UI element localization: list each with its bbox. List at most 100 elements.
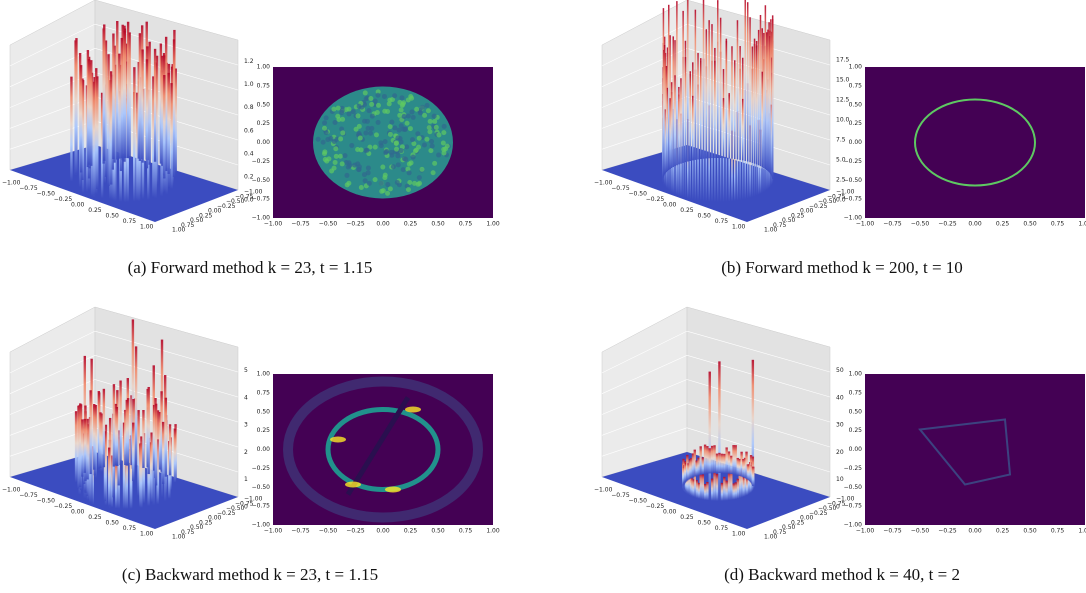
surface-column	[118, 54, 120, 159]
surface-column	[734, 60, 736, 159]
surface-column	[752, 467, 754, 486]
surface-column	[690, 71, 692, 161]
heat-noise	[410, 137, 415, 142]
surface-column	[80, 65, 82, 172]
x-tick-label: −0.25	[54, 503, 73, 510]
heat-noise	[378, 140, 383, 145]
surface-column	[713, 471, 715, 500]
heat-noise	[347, 163, 352, 168]
surface-column	[723, 98, 725, 158]
surface-column	[711, 24, 713, 158]
x-tick-label: −1.00	[594, 180, 613, 187]
heat-y-tick: 0.25	[257, 120, 271, 127]
surface-column	[721, 454, 723, 473]
heat-noise	[375, 93, 380, 98]
heat-x-tick: −1.00	[264, 221, 283, 228]
heat-spot	[345, 482, 361, 488]
z-tick-label: 7.5	[836, 137, 846, 144]
heat-noise	[336, 117, 341, 122]
heat-noise	[351, 109, 356, 114]
surface-column	[761, 72, 763, 167]
heat-x-tick: 0.00	[376, 528, 390, 535]
x-tick-label: 0.75	[123, 218, 137, 225]
surface-column	[749, 17, 751, 162]
heat-noise	[415, 131, 420, 136]
heat-noise	[389, 150, 394, 155]
surface-column	[126, 400, 128, 466]
heat-noise	[362, 119, 367, 124]
heat-noise	[408, 126, 413, 131]
surface-column	[758, 30, 760, 165]
heat-y-tick: −0.25	[252, 465, 271, 472]
x-tick-label: −0.75	[19, 492, 38, 499]
surface-column	[162, 422, 164, 484]
surface-column	[132, 423, 134, 481]
x-tick-label: −0.50	[629, 191, 648, 198]
heat-noise	[429, 139, 434, 144]
heat-noise	[344, 173, 349, 178]
surface-column	[697, 458, 699, 476]
heat-noise	[368, 131, 373, 136]
heat-y-tick: 0.50	[257, 101, 271, 108]
heat-y-tick: 0.75	[849, 389, 863, 396]
heat-x-tick: 0.50	[1023, 221, 1037, 228]
surface-column	[708, 20, 710, 158]
x-tick-label: 0.50	[698, 213, 712, 220]
heat-noise	[419, 167, 424, 172]
heat-noise	[345, 182, 350, 187]
heat-x-tick: −1.00	[856, 528, 875, 535]
heat-y-tick: 1.00	[257, 371, 271, 378]
x-tick-label: 1.00	[732, 224, 746, 231]
heat-y-tick: 0.25	[849, 427, 863, 434]
heat-spot	[385, 487, 401, 493]
heat-y-tick: 0.75	[849, 82, 863, 89]
surface-column	[682, 11, 684, 163]
heat-noise	[329, 169, 334, 174]
heat-noise	[389, 120, 394, 125]
heat-y-tick: 0.50	[849, 408, 863, 415]
heat-noise	[376, 120, 381, 125]
heat-noise	[331, 107, 336, 112]
heat-noise	[359, 147, 364, 152]
heat-noise	[441, 150, 446, 155]
x-tick-label: 0.50	[698, 520, 712, 527]
caption: (a) Forward method k = 23, t = 1.15	[128, 258, 373, 277]
surface-column	[133, 67, 135, 202]
heat-y-tick: −1.00	[252, 215, 271, 222]
z-tick-label: 5	[244, 367, 248, 374]
heat-noise	[316, 137, 321, 142]
surface-column	[170, 83, 172, 189]
heat-y-tick: 0.25	[849, 120, 863, 127]
heat-noise	[376, 103, 381, 108]
surface-column	[747, 2, 749, 161]
heat-x-tick: 0.25	[996, 528, 1010, 535]
x-tick-label: −0.25	[646, 196, 665, 203]
heat-y-tick: −0.75	[844, 503, 863, 510]
heat-noise	[399, 148, 404, 153]
x-tick-label: −0.50	[629, 498, 648, 505]
surface-column	[700, 474, 702, 499]
heat-noise	[392, 93, 397, 98]
surface-column	[728, 472, 730, 500]
x-tick-label: −0.75	[611, 185, 630, 192]
surface-column	[139, 33, 141, 161]
surface-column	[728, 451, 730, 473]
surface-column	[81, 419, 83, 476]
heat-x-tick: −0.50	[319, 528, 338, 535]
heat-noise	[383, 150, 388, 155]
surface-column	[765, 5, 767, 169]
surface-column	[146, 59, 148, 168]
heat-y-tick: 1.00	[849, 371, 863, 378]
heat-noise	[428, 119, 433, 124]
heat-x-tick: 1.00	[1078, 528, 1086, 535]
heat-noise	[359, 185, 364, 190]
surface-column	[86, 419, 88, 480]
surface-column	[711, 446, 713, 473]
heat-noise	[383, 139, 388, 144]
surface-column	[88, 59, 90, 165]
heat-x-tick: 0.75	[1051, 528, 1065, 535]
surface-column	[760, 15, 762, 166]
heat-noise	[432, 114, 437, 119]
surface-column	[711, 479, 713, 501]
heat-x-tick: 0.00	[968, 528, 982, 535]
